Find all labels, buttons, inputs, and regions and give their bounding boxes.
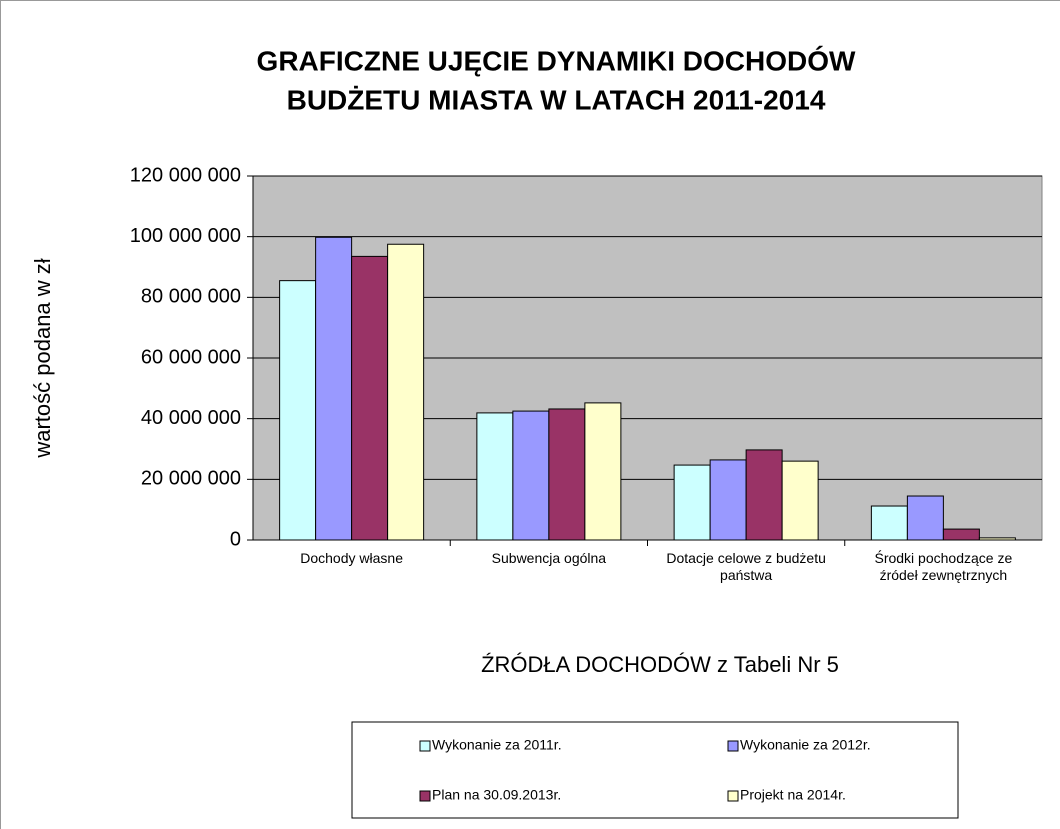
chart-title: GRAFICZNE UJĘCIE DYNAMIKI DOCHODÓW	[257, 45, 856, 76]
x-axis-title: ŹRÓDŁA DOCHODÓW z Tabeli Nr 5	[481, 652, 839, 677]
bar	[476, 412, 514, 541]
y-tick-label: 20 000 000	[141, 468, 241, 490]
x-tick-label-box: Dochody własne	[300, 550, 403, 566]
bar	[548, 408, 586, 541]
bar	[584, 402, 622, 541]
legend-label: Projekt na 2014r.	[740, 787, 846, 803]
y-tick-label: 80 000 000	[141, 286, 241, 308]
bar	[512, 410, 550, 541]
legend-box	[351, 721, 959, 819]
legend-swatch	[419, 740, 431, 752]
legend-label: Wykonanie za 2011r.	[432, 737, 562, 753]
chart-title: BUDŻETU MIASTA W LATACH 2011-2014	[287, 84, 826, 115]
y-tick-label: 60 000 000	[141, 346, 241, 368]
y-tick-label: 100 000 000	[130, 225, 241, 247]
bar	[673, 464, 711, 541]
y-tick-label: 120 000 000	[130, 164, 241, 186]
x-tick-label: Subwencja ogólna	[491, 550, 607, 566]
bar	[870, 505, 908, 541]
legend-label: Wykonanie za 2012r.	[740, 737, 871, 753]
bar	[781, 460, 819, 541]
x-tick-label-box: Dotacje celowe z budżetu państwa	[666, 550, 826, 583]
bar	[315, 236, 353, 541]
legend-swatch	[419, 790, 431, 802]
bar	[387, 243, 425, 541]
bar	[351, 255, 389, 541]
x-tick-label-box: Środki pochodzące ze źródeł zewnętrznych	[874, 550, 1013, 583]
bar	[279, 280, 317, 541]
bar	[709, 459, 747, 541]
x-tick-label: Środki pochodzące ze źródeł zewnętrznych	[874, 550, 1013, 583]
legend-swatch	[727, 790, 739, 802]
y-axis-title: wartość podana w zł	[30, 258, 55, 458]
legend-swatch	[727, 740, 739, 752]
bar	[978, 537, 1016, 541]
x-tick-label-box: Subwencja ogólna	[491, 550, 607, 566]
x-tick-label: Dotacje celowe z budżetu państwa	[666, 550, 826, 583]
y-tick-label: 40 000 000	[141, 407, 241, 429]
y-tick-label: 0	[230, 528, 241, 550]
legend-label: Plan na 30.09.2013r.	[432, 787, 561, 803]
bar	[942, 528, 980, 541]
x-tick-label: Dochody własne	[300, 550, 403, 566]
bar	[906, 495, 944, 541]
bar	[745, 449, 783, 541]
